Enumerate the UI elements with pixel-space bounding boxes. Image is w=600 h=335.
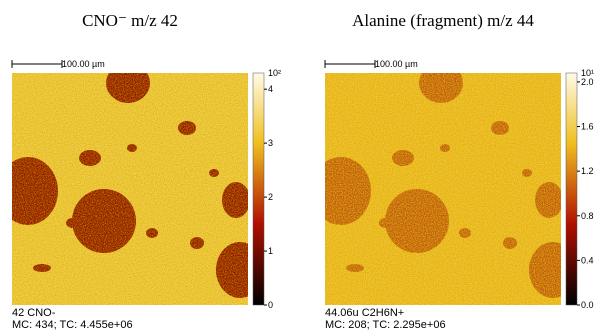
colorbar-tick-label: 3 [268, 138, 273, 148]
colorbar-tick-label: 4 [268, 84, 273, 94]
colorbar [252, 72, 265, 306]
image-content [325, 73, 561, 305]
colorbar-tick-label: 2.0 [581, 77, 594, 87]
panel-title: Alanine (fragment) m/z 44 [352, 11, 534, 30]
noise [12, 73, 248, 305]
colorbar-tick-label: 0.0 [581, 300, 594, 310]
footer-line: 44.06u C2H6N+ [325, 307, 404, 319]
colorbar-tick-label: 1.2 [581, 166, 594, 176]
image [325, 73, 561, 305]
colorbar-tick-label: 1.6 [581, 122, 594, 132]
colorbar [565, 72, 578, 306]
footer-line: MC: 208; TC: 2.295e+06 [325, 319, 446, 331]
image [12, 73, 248, 305]
footer-line: MC: 434; TC: 4.455e+06 [12, 319, 133, 331]
colorbar-tick-label: 0.4 [581, 255, 594, 265]
colorbar-tick-label: 2 [268, 192, 273, 202]
colorbar-exponent: 10¹ [581, 68, 594, 78]
colorbar-exponent: 10² [268, 68, 281, 78]
panel-title: CNO⁻ m/z 42 [82, 11, 178, 30]
colorbar-tick-label: 0 [268, 300, 273, 310]
image-content [12, 73, 248, 305]
footer-line: 42 CNO- [12, 307, 56, 319]
scale-bar-label: 100.00 µm [375, 59, 418, 69]
noise [325, 73, 561, 305]
colorbar-tick-label: 1 [268, 246, 273, 256]
scale-bar-label: 100.00 µm [62, 59, 105, 69]
colorbar-tick-label: 0.8 [581, 211, 594, 221]
